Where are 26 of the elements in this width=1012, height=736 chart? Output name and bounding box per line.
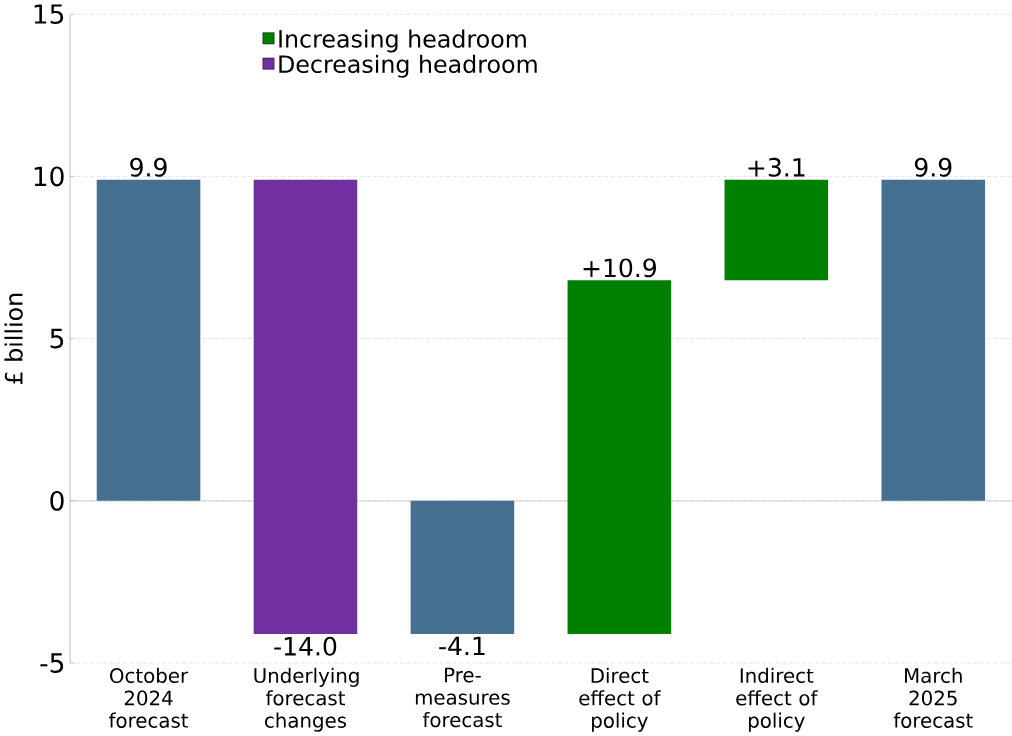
- legend-label: Decreasing headroom: [279, 54, 537, 78]
- y-axis-title: £ billion: [4, 293, 23, 384]
- y-tick-label: -5: [40, 653, 64, 673]
- bar: [96, 179, 201, 501]
- data-label: +10.9: [583, 258, 656, 278]
- y-tick-label: 10: [34, 166, 64, 187]
- x-tick-label: Direct effect of policy: [579, 667, 661, 732]
- y-tick-label: 5: [50, 328, 64, 349]
- bar: [724, 179, 829, 281]
- x-tick-label: October 2024 forecast: [108, 667, 189, 728]
- x-tick-label: Underlying forecast changes: [254, 667, 359, 732]
- bar: [253, 179, 358, 634]
- data-label: 9.9: [130, 157, 167, 177]
- x-tick-label: Pre-measures forecast: [415, 667, 510, 728]
- data-label: -14.0: [274, 636, 337, 656]
- legend-label: Increasing headroom: [279, 29, 526, 53]
- y-tick-label: 15: [34, 4, 64, 24]
- bar: [567, 280, 672, 634]
- bar: [881, 179, 986, 501]
- x-tick-label: March 2025 forecast: [893, 667, 973, 728]
- x-tick-label: Indirect effect of policy: [736, 667, 818, 732]
- y-tick-label: 0: [50, 490, 64, 511]
- data-label: +3.1: [748, 157, 805, 177]
- data-label: -4.1: [439, 636, 485, 655]
- data-label: 9.9: [914, 157, 952, 177]
- bar: [410, 500, 515, 634]
